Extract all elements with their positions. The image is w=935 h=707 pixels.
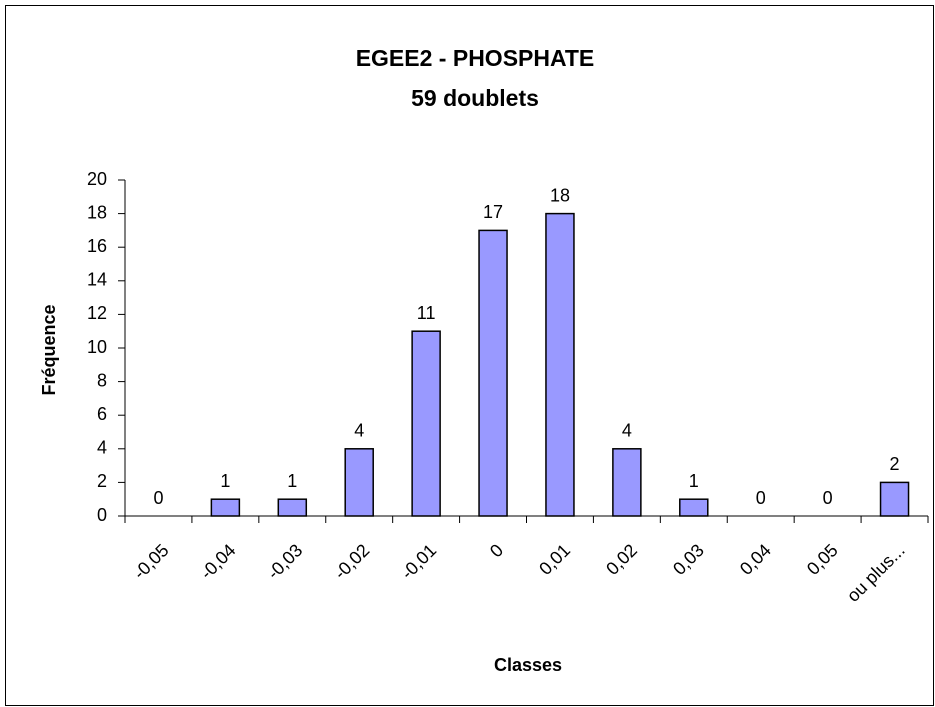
y-tick-label: 2 xyxy=(97,471,107,491)
bar xyxy=(411,330,441,517)
y-tick-label: 0 xyxy=(97,505,107,525)
data-label: 11 xyxy=(417,303,436,323)
bar xyxy=(478,229,508,517)
data-label: 2 xyxy=(890,454,900,474)
y-tick-label: 16 xyxy=(87,236,107,256)
data-label: 4 xyxy=(354,421,364,441)
y-tick-label: 14 xyxy=(87,270,107,290)
chart-border xyxy=(5,5,934,706)
data-label: 0 xyxy=(756,488,766,508)
data-label: 17 xyxy=(483,202,503,222)
data-label: 18 xyxy=(550,185,570,205)
bar xyxy=(879,481,910,517)
y-tick-label: 6 xyxy=(97,404,107,424)
data-label: 0 xyxy=(823,488,833,508)
y-tick-label: 8 xyxy=(97,370,107,390)
bar xyxy=(277,498,308,517)
data-label: 1 xyxy=(220,471,230,491)
data-label: 1 xyxy=(689,471,699,491)
y-tick-label: 10 xyxy=(87,337,107,357)
data-label: 0 xyxy=(153,488,163,508)
y-axis-title: Fréquence xyxy=(39,304,59,395)
y-tick-label: 12 xyxy=(87,303,107,323)
bar xyxy=(612,448,642,517)
bar xyxy=(344,448,374,517)
chart-subtitle: 59 doublets xyxy=(411,85,539,111)
chart-title: EGEE2 - PHOSPHATE xyxy=(356,45,595,71)
bar xyxy=(210,498,241,517)
bar xyxy=(679,498,709,517)
x-axis-title: Classes xyxy=(494,655,562,675)
data-label: 4 xyxy=(622,421,632,441)
y-tick-label: 18 xyxy=(87,202,107,222)
y-tick-label: 20 xyxy=(87,169,107,189)
data-label: 1 xyxy=(287,471,297,491)
bar xyxy=(545,212,575,517)
y-tick-label: 4 xyxy=(97,438,107,458)
